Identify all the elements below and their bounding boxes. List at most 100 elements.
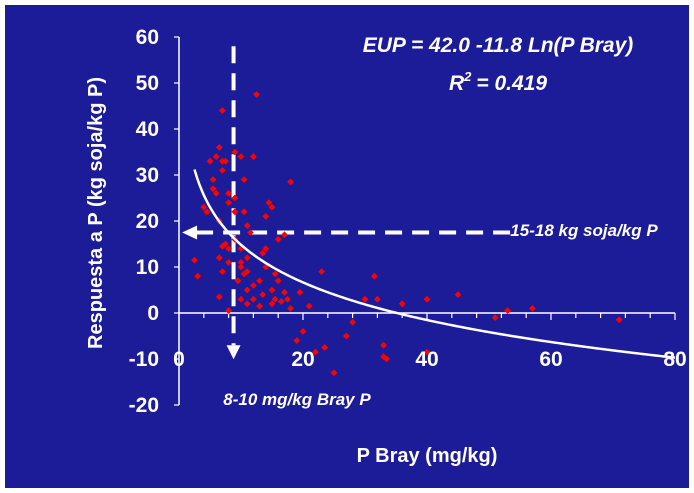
data-point [281, 231, 288, 239]
data-point [243, 254, 251, 262]
data-point [191, 256, 198, 264]
y-axis-title: Respuesta a P (kg soja/kg P) [85, 77, 107, 349]
down-arrow-icon [226, 345, 241, 360]
data-point [212, 190, 220, 197]
data-point [454, 291, 462, 298]
data-point [225, 199, 232, 206]
x-tick-label: 0 [173, 348, 185, 371]
data-point [383, 355, 391, 363]
data-point [237, 259, 245, 266]
data-point [237, 245, 245, 252]
data-point [361, 295, 369, 303]
y-tick-label: -20 [129, 394, 159, 417]
y-tick-label: 10 [136, 256, 159, 279]
data-point [615, 316, 623, 324]
data-point [219, 107, 226, 114]
r-squared-symbol: R [449, 72, 465, 95]
data-point [296, 288, 304, 296]
data-point [219, 167, 226, 174]
tick-labels: -20 -10 0 10 20 30 40 50 60 0 20 40 60 80 [129, 26, 687, 417]
data-point [215, 293, 223, 301]
data-point [222, 240, 229, 248]
data-point [256, 302, 263, 310]
data-point [277, 298, 285, 305]
data-point [237, 153, 245, 160]
data-point [349, 318, 356, 326]
data-point [219, 242, 226, 250]
data-point [268, 286, 276, 294]
data-point [231, 208, 239, 216]
fit-curve-group [193, 169, 676, 359]
data-point [203, 208, 211, 216]
data-point [423, 295, 431, 303]
y-tick-label: 60 [136, 26, 159, 49]
y-tick-label: 30 [136, 164, 159, 187]
data-point [246, 229, 254, 236]
axes [174, 36, 676, 406]
data-point [374, 295, 381, 303]
data-point [423, 348, 431, 356]
data-point [200, 203, 208, 211]
data-point [274, 236, 282, 243]
data-point [259, 249, 267, 257]
data-point [231, 194, 239, 202]
data-point [370, 272, 378, 280]
data-point [398, 300, 406, 308]
x-tick-label: 20 [291, 348, 314, 371]
data-point [262, 263, 270, 271]
y-tick-label: 40 [136, 118, 159, 141]
data-point [262, 245, 270, 252]
data-point [529, 305, 536, 312]
data-point [330, 369, 338, 377]
data-point [231, 148, 239, 156]
data-point [253, 91, 260, 98]
data-point [281, 288, 288, 296]
data-point [209, 185, 217, 193]
chart-background [5, 5, 689, 488]
data-point [206, 157, 214, 165]
data-point [268, 300, 276, 308]
x-tick-label: 80 [663, 348, 686, 371]
equation-label: EUP = 42.0 -11.8 Ln(P Bray) [363, 34, 634, 57]
data-point [243, 268, 251, 275]
data-point [284, 295, 291, 303]
data-point [209, 176, 217, 183]
data-point [312, 348, 319, 356]
data-point [243, 222, 251, 229]
data-point [262, 213, 270, 220]
data-point [215, 254, 223, 262]
data-point [256, 277, 263, 285]
data-point [243, 286, 251, 294]
data-point [240, 208, 248, 216]
data-point [237, 263, 245, 271]
r-squared-superscript: 2 [463, 69, 472, 84]
y-tick-label: -10 [129, 348, 159, 371]
data-point [250, 153, 257, 160]
data-point [250, 282, 257, 289]
r-squared-label: R2 = 0.419 [449, 69, 547, 95]
x-tick-label: 60 [539, 348, 562, 371]
data-point [271, 295, 279, 303]
data-point [225, 259, 232, 266]
fit-curve [193, 169, 676, 359]
data-point [274, 277, 282, 285]
data-point [491, 314, 499, 321]
annotation-pbray: 8-10 mg/kg Bray P [223, 390, 371, 409]
data-point [299, 328, 307, 335]
data-points [191, 91, 623, 377]
x-axis-title: P Bray (mg/kg) [357, 445, 498, 467]
data-point [504, 307, 511, 315]
data-point [259, 291, 267, 298]
data-point [287, 178, 294, 186]
annotation-response: 15-18 kg soja/kg P [510, 221, 658, 240]
data-point [271, 270, 279, 278]
data-point [215, 144, 223, 151]
y-tick-label: 50 [136, 72, 159, 95]
data-point [243, 300, 251, 308]
data-point [225, 307, 232, 315]
x-tick-label: 40 [415, 348, 438, 371]
data-point [287, 305, 294, 312]
data-point [219, 268, 226, 275]
threshold-guides [182, 46, 520, 360]
